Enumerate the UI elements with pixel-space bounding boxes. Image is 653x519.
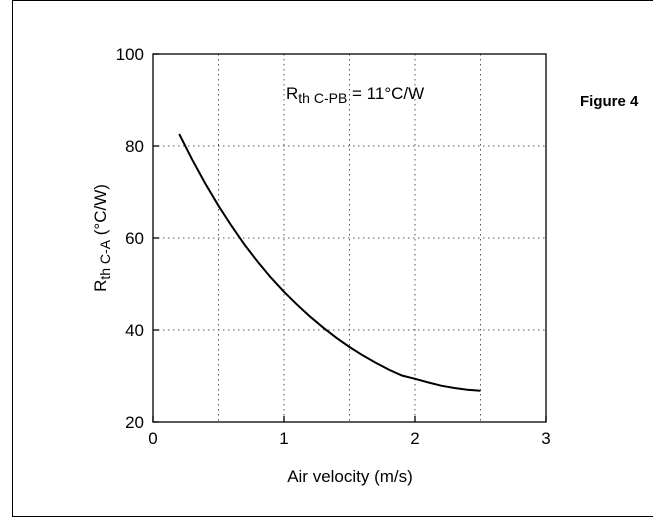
y-axis-label-rest: (°C/W) <box>91 184 110 240</box>
x-tick-label: 0 <box>148 429 157 448</box>
ticks <box>152 53 547 423</box>
y-tick-label: 20 <box>125 413 144 432</box>
y-tick-label: 40 <box>125 321 144 340</box>
x-tick-label: 2 <box>410 429 419 448</box>
figure-label: Figure 4 <box>580 93 639 110</box>
tick-labels: 0 1 2 3 20 40 60 80 100 <box>116 45 551 448</box>
y-axis-label-main: R <box>91 280 110 292</box>
x-axis-label: Air velocity (m/s) <box>287 467 413 486</box>
x-tick-label: 3 <box>541 429 550 448</box>
y-tick-label: 80 <box>125 137 144 156</box>
x-tick-label: 1 <box>279 429 288 448</box>
series-curve <box>178 133 481 392</box>
y-axis-label-sub: th C-A <box>97 239 113 279</box>
annotation-main: R <box>286 84 298 103</box>
annotation-rest: = 11°C/W <box>347 84 424 103</box>
annotation: Rth C-PB = 11°C/W <box>286 84 424 106</box>
y-tick-label: 60 <box>125 229 144 248</box>
figure-frame <box>12 0 653 517</box>
annotation-sub: th C-PB <box>298 90 347 106</box>
grid <box>153 54 546 422</box>
y-axis-label: Rth C-A (°C/W) <box>91 184 113 292</box>
y-tick-label: 100 <box>116 45 144 64</box>
